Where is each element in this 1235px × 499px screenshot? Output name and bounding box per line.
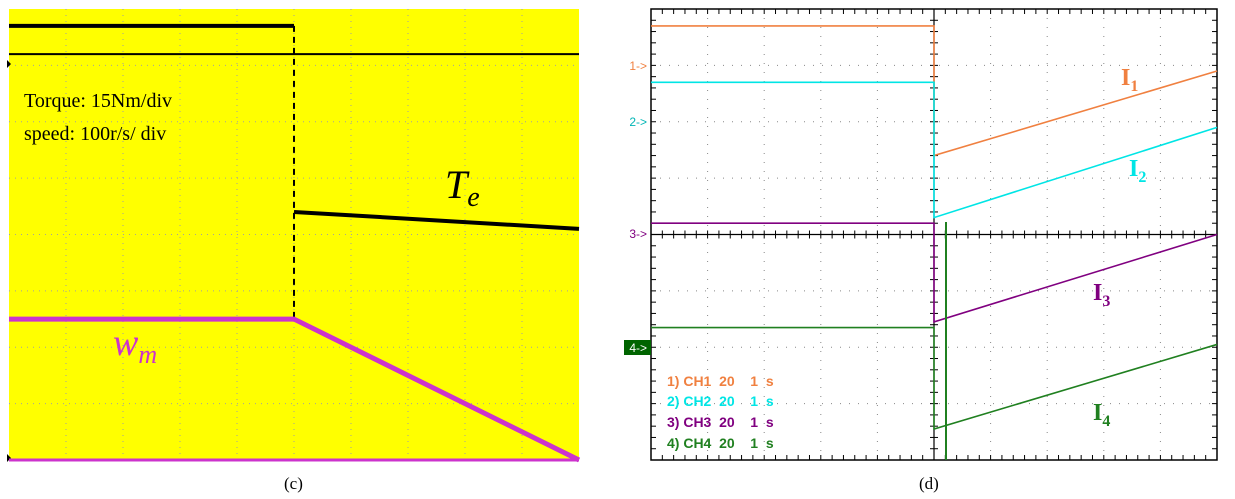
speed-trace: [9, 316, 581, 463]
speed-label-sub: m: [138, 340, 157, 369]
panel-c-grid: [9, 9, 579, 460]
panel-c: Torque: 15Nm/div speed: 100r/s/ div Te w…: [7, 9, 581, 463]
bottom-edge-marker: [7, 454, 11, 462]
caption-d: (d): [919, 474, 939, 493]
panel-d: 1-> 2-> 3-> 4-> 1) CH1 20 1 s 2) CH2 20 …: [624, 8, 1218, 461]
legend-ch3: 3) CH3 20 1 s: [667, 414, 774, 430]
i4-label: I4: [1093, 400, 1110, 430]
channel-2-marker: 2->: [629, 115, 647, 129]
left-edge-marker: [7, 60, 11, 68]
annotation-torque-scale: Torque: 15Nm/div: [24, 90, 172, 112]
i2-label: I2: [1129, 156, 1146, 186]
panel-c-background: [9, 9, 579, 460]
torque-trace-after-step: [293, 209, 580, 231]
legend-ch2: 2) CH2 20 1 s: [667, 393, 774, 409]
channel-1-marker: 1->: [629, 59, 647, 73]
channel-3-marker: 3->: [629, 227, 647, 241]
channel-4-marker: 4->: [629, 341, 647, 355]
torque-label-sub: e: [467, 182, 479, 213]
channel-2-trace: [651, 81, 1218, 219]
channel-3-trace: [651, 222, 1218, 323]
channel-4-marker-box: [624, 340, 651, 355]
channel-4-trace: [651, 326, 1218, 431]
channel-legend: 1) CH1 20 1 s 2) CH2 20 1 s 3) CH3 20 1 …: [667, 373, 774, 451]
torque-label: Te: [445, 162, 480, 213]
i3-label: I3: [1093, 280, 1110, 310]
oscilloscope-figures: Torque: 15Nm/div speed: 100r/s/ div Te w…: [7, 8, 1218, 463]
speed-label-main: w: [113, 322, 139, 364]
annotation-speed-scale: speed: 100r/s/ div: [24, 123, 166, 145]
caption-c: (c): [284, 474, 303, 493]
i1-label: I1: [1121, 65, 1138, 95]
legend-ch1: 1) CH1 20 1 s: [667, 373, 774, 389]
speed-label: wm: [113, 322, 157, 369]
legend-ch4: 4) CH4 20 1 s: [667, 435, 774, 451]
torque-label-main: T: [445, 162, 470, 207]
